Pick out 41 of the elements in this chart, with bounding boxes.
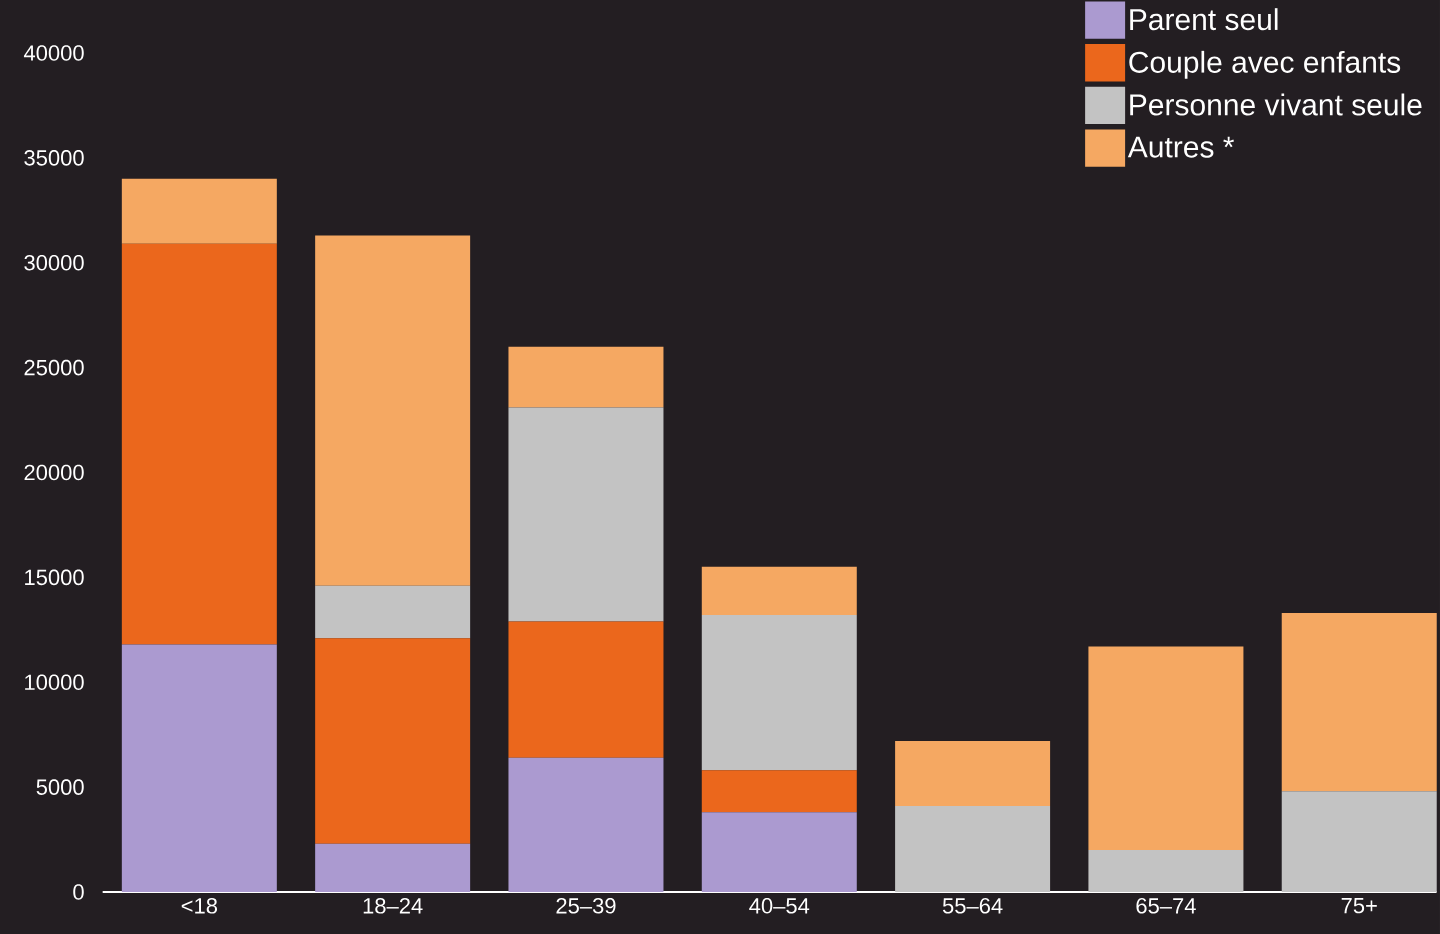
- x-tick-label: 40–54: [749, 898, 810, 914]
- y-tick-label: 30000: [24, 254, 84, 271]
- bar: [508, 757, 664, 892]
- y-tick-label: 10000: [25, 674, 84, 691]
- bar: [121, 178, 277, 244]
- y-tick-label: 35000: [24, 150, 84, 166]
- y-tick-label: 20000: [24, 464, 84, 481]
- bar: [1088, 646, 1244, 851]
- legend-label: Autres *: [1127, 136, 1234, 158]
- bar: [1281, 791, 1437, 892]
- legend-label: Parent seul: [1130, 8, 1278, 31]
- bar: [701, 770, 857, 813]
- bar: [315, 638, 471, 844]
- bar: [315, 843, 471, 892]
- bar: [508, 346, 664, 408]
- bar: [895, 805, 1051, 892]
- y-tick-label: 0: [73, 884, 84, 900]
- y-tick-label: 40000: [23, 45, 84, 61]
- y-tick-label: 25000: [24, 359, 84, 376]
- y-tick-label: 15000: [25, 569, 84, 586]
- bar: [1281, 613, 1437, 792]
- bar: [508, 407, 664, 622]
- bar: [315, 585, 471, 639]
- y-tick-label: 5000: [36, 779, 84, 795]
- x-tick-label: 25–39: [556, 898, 616, 914]
- x-tick-label: <18: [181, 898, 218, 914]
- bar: [508, 621, 664, 758]
- legend-label: Personne vivant seule: [1130, 93, 1422, 116]
- bar: [121, 644, 277, 892]
- bar: [1088, 850, 1244, 892]
- x-tick-label: 75+: [1341, 898, 1377, 914]
- x-tick-label: 55–64: [942, 898, 1003, 914]
- bar: [121, 243, 277, 645]
- bar: [895, 740, 1051, 806]
- x-tick-label: 65–74: [1136, 898, 1196, 914]
- bar: [701, 812, 857, 892]
- bar: [701, 566, 857, 616]
- legend-label: Couple avec enfants: [1129, 50, 1401, 79]
- bar: [315, 235, 471, 586]
- bar: [701, 615, 857, 771]
- x-tick-label: 18–24: [363, 898, 423, 914]
